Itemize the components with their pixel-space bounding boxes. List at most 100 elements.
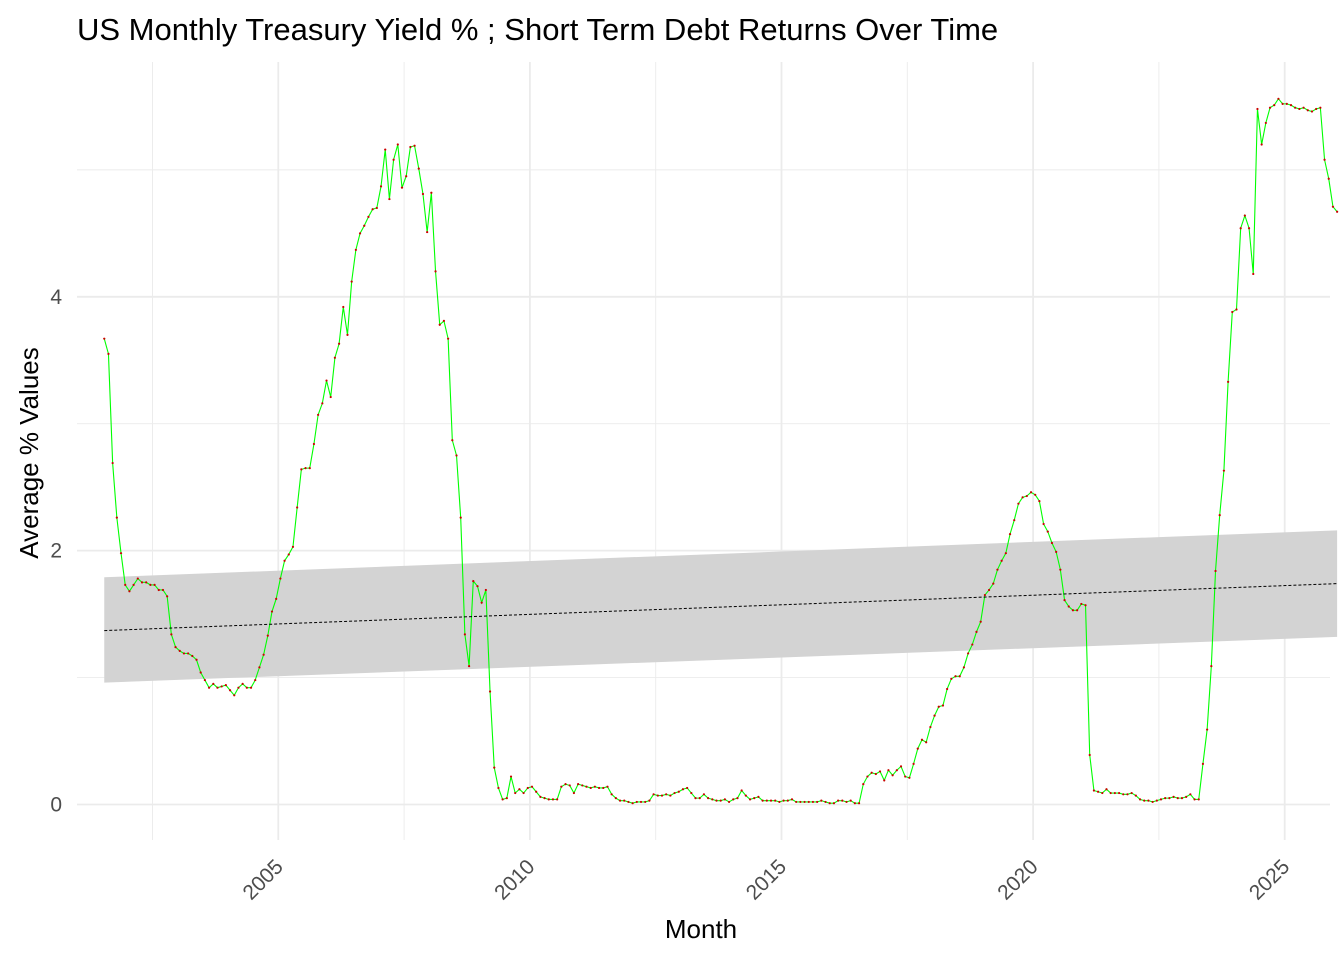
data-point — [195, 658, 198, 661]
data-point — [1159, 798, 1163, 801]
data-point — [711, 798, 714, 801]
x-axis-title: Month — [665, 914, 737, 944]
data-point — [421, 192, 425, 196]
data-point — [987, 588, 991, 592]
data-point — [337, 342, 341, 345]
data-point — [1138, 798, 1142, 801]
data-point — [1097, 790, 1100, 793]
data-point — [207, 686, 211, 689]
data-point — [1034, 493, 1037, 496]
data-point — [1021, 496, 1024, 499]
data-point — [904, 775, 907, 778]
data-point — [560, 785, 563, 788]
data-point — [1331, 205, 1335, 208]
data-point — [1059, 568, 1062, 571]
data-point — [597, 786, 601, 790]
data-point — [447, 337, 450, 340]
data-point — [480, 601, 483, 604]
data-point — [535, 790, 538, 793]
data-point — [224, 684, 227, 687]
data-point — [358, 232, 362, 235]
data-point — [1310, 110, 1314, 113]
data-point — [107, 352, 110, 356]
data-point — [887, 769, 890, 772]
data-point — [1147, 799, 1150, 802]
data-point — [870, 771, 873, 774]
data-point — [132, 583, 135, 587]
data-point — [1180, 797, 1184, 800]
data-point — [308, 467, 311, 470]
data-point — [1319, 106, 1322, 109]
data-point — [451, 439, 454, 442]
data-point — [1218, 513, 1221, 517]
data-point — [1285, 102, 1288, 105]
data-point — [1256, 107, 1259, 111]
data-point — [501, 798, 504, 801]
data-point — [430, 191, 433, 194]
data-point — [765, 799, 768, 802]
data-point — [1105, 788, 1108, 791]
data-point — [1071, 609, 1075, 612]
data-point — [413, 144, 416, 147]
data-point — [488, 690, 492, 693]
data-point — [1201, 762, 1205, 765]
data-point — [400, 186, 404, 189]
data-point — [803, 800, 806, 804]
data-point — [1067, 605, 1070, 608]
data-point — [547, 798, 550, 801]
data-point — [1092, 789, 1096, 792]
data-point — [287, 553, 290, 556]
data-point — [920, 738, 924, 741]
data-point — [1038, 500, 1041, 503]
data-point — [1109, 791, 1112, 795]
data-point — [862, 783, 865, 786]
data-point — [1336, 210, 1339, 213]
data-point — [1281, 102, 1284, 105]
data-point — [1101, 791, 1104, 795]
data-point — [1206, 728, 1209, 731]
data-point — [1000, 559, 1003, 562]
data-point — [1155, 799, 1158, 802]
data-point — [929, 725, 932, 729]
data-point — [577, 783, 580, 786]
data-point — [1113, 791, 1116, 795]
data-point — [363, 224, 366, 227]
data-point — [732, 798, 735, 801]
data-point — [979, 620, 982, 623]
data-point — [916, 747, 919, 750]
data-point — [1289, 104, 1293, 107]
data-point — [1298, 107, 1301, 111]
confidence-band — [104, 530, 1338, 683]
data-point — [258, 666, 261, 669]
data-point — [824, 800, 827, 804]
data-points-layer — [103, 97, 1339, 805]
data-point — [291, 545, 295, 548]
data-point — [958, 675, 961, 678]
data-point — [581, 784, 584, 787]
data-point — [304, 467, 307, 470]
data-point — [983, 593, 986, 597]
data-point — [686, 786, 689, 790]
data-point — [1227, 380, 1230, 383]
data-point — [434, 270, 437, 273]
data-point — [1063, 599, 1066, 602]
data-point — [1247, 227, 1251, 230]
data-point — [883, 779, 886, 782]
data-point — [279, 577, 282, 580]
data-point — [1050, 541, 1054, 545]
data-point — [614, 797, 617, 800]
data-point — [1306, 109, 1309, 112]
data-point — [828, 802, 831, 805]
data-point — [1122, 793, 1125, 796]
data-point — [908, 776, 911, 779]
data-point — [652, 793, 655, 796]
data-point — [895, 769, 898, 772]
data-point — [1055, 550, 1058, 554]
data-point — [1189, 793, 1192, 796]
data-point — [572, 791, 576, 795]
data-point — [467, 665, 471, 668]
data-point — [786, 799, 789, 802]
data-point — [379, 185, 383, 188]
data-point — [166, 595, 169, 598]
data-point — [790, 798, 794, 801]
